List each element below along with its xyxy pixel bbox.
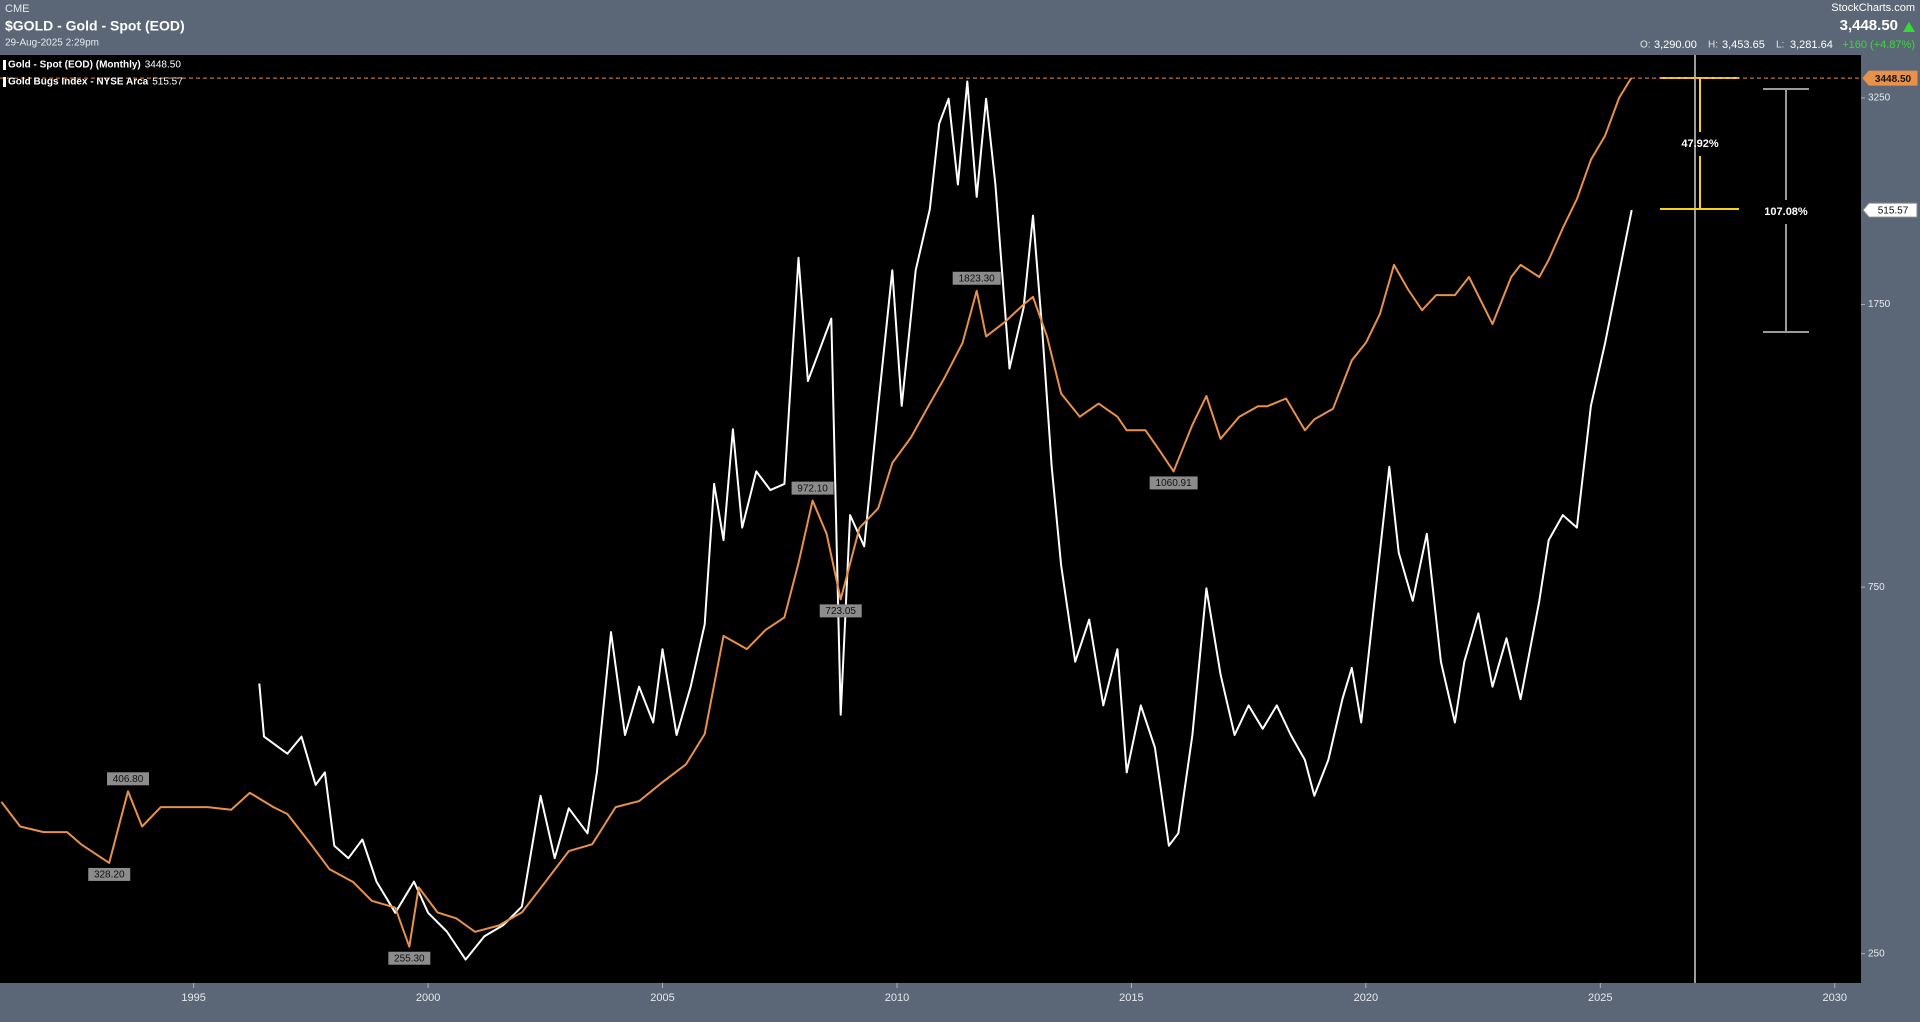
last-value-tag xyxy=(1862,70,1918,86)
measure-label: 107.08% xyxy=(1764,206,1808,218)
annotation-label: 406.80 xyxy=(113,774,144,785)
y-tick-label: 1750 xyxy=(1868,299,1891,310)
annotation-box xyxy=(107,772,150,786)
title: $GOLD - Gold - Spot (EOD) xyxy=(5,18,185,34)
quote-value: 3,281.64 xyxy=(1790,39,1833,51)
annotation-label: 255.30 xyxy=(394,953,425,964)
annotation-label: 972.10 xyxy=(797,483,828,494)
y-tick-label: 750 xyxy=(1868,582,1885,593)
last-value-tag xyxy=(1862,202,1918,218)
quote-label: H: xyxy=(1708,40,1718,51)
legend-swatch xyxy=(3,77,6,87)
legend-swatch xyxy=(3,60,6,70)
series-line xyxy=(0,77,1633,948)
series-line xyxy=(258,80,1633,961)
quote-label: O: xyxy=(1640,40,1651,51)
annotation-label: 328.20 xyxy=(94,870,125,881)
annotation-box xyxy=(88,867,131,881)
measure-label: 47.92% xyxy=(1681,138,1719,150)
change: +160 (+4.87%) xyxy=(1842,39,1915,51)
annotation-box xyxy=(1149,476,1198,490)
x-tick-label: 2030 xyxy=(1823,992,1847,1004)
price: 3,448.50 xyxy=(1840,17,1898,34)
annotation-box xyxy=(791,481,834,495)
quote-value: 3,453.65 xyxy=(1722,39,1765,51)
x-tick-label: 2005 xyxy=(650,992,674,1004)
x-tick-label: 1995 xyxy=(181,992,205,1004)
annotation-label: 723.05 xyxy=(825,606,856,617)
last-value-label: 515.57 xyxy=(1878,206,1909,217)
x-tick-label: 2020 xyxy=(1354,992,1378,1004)
annotation-box xyxy=(819,604,862,618)
date: 29-Aug-2025 2:29pm xyxy=(5,38,99,49)
x-tick-label: 2010 xyxy=(885,992,909,1004)
x-tick-label: 2015 xyxy=(1119,992,1143,1004)
legend-value: 515.57 xyxy=(152,77,183,88)
annotation-box xyxy=(388,951,431,965)
quote-value: 3,290.00 xyxy=(1654,39,1697,51)
exchange: CME xyxy=(5,3,29,15)
x-tick-label: 2025 xyxy=(1588,992,1612,1004)
quote-label: L: xyxy=(1776,40,1784,51)
up-arrow xyxy=(1903,22,1915,32)
y-tick-label: 3250 xyxy=(1868,93,1891,104)
legend-label: Gold - Spot (EOD) (Monthly) xyxy=(8,60,141,71)
annotation-label: 1060.91 xyxy=(1156,478,1193,489)
measure-tool xyxy=(1763,88,1809,333)
y-tick-label: 250 xyxy=(1868,948,1885,959)
legend-value: 3448.50 xyxy=(145,60,182,71)
brand: StockCharts.com xyxy=(1831,2,1915,14)
last-value-label: 3448.50 xyxy=(1875,74,1912,85)
legend-label: Gold Bugs Index - NYSE Arca xyxy=(8,77,149,88)
x-tick-label: 2000 xyxy=(416,992,440,1004)
quote: O: 3,290.00 H: 3,453.65 L: 3,281.64 xyxy=(1640,39,1833,51)
annotation-label: 1823.30 xyxy=(959,273,996,284)
annotation-box xyxy=(952,271,1001,285)
